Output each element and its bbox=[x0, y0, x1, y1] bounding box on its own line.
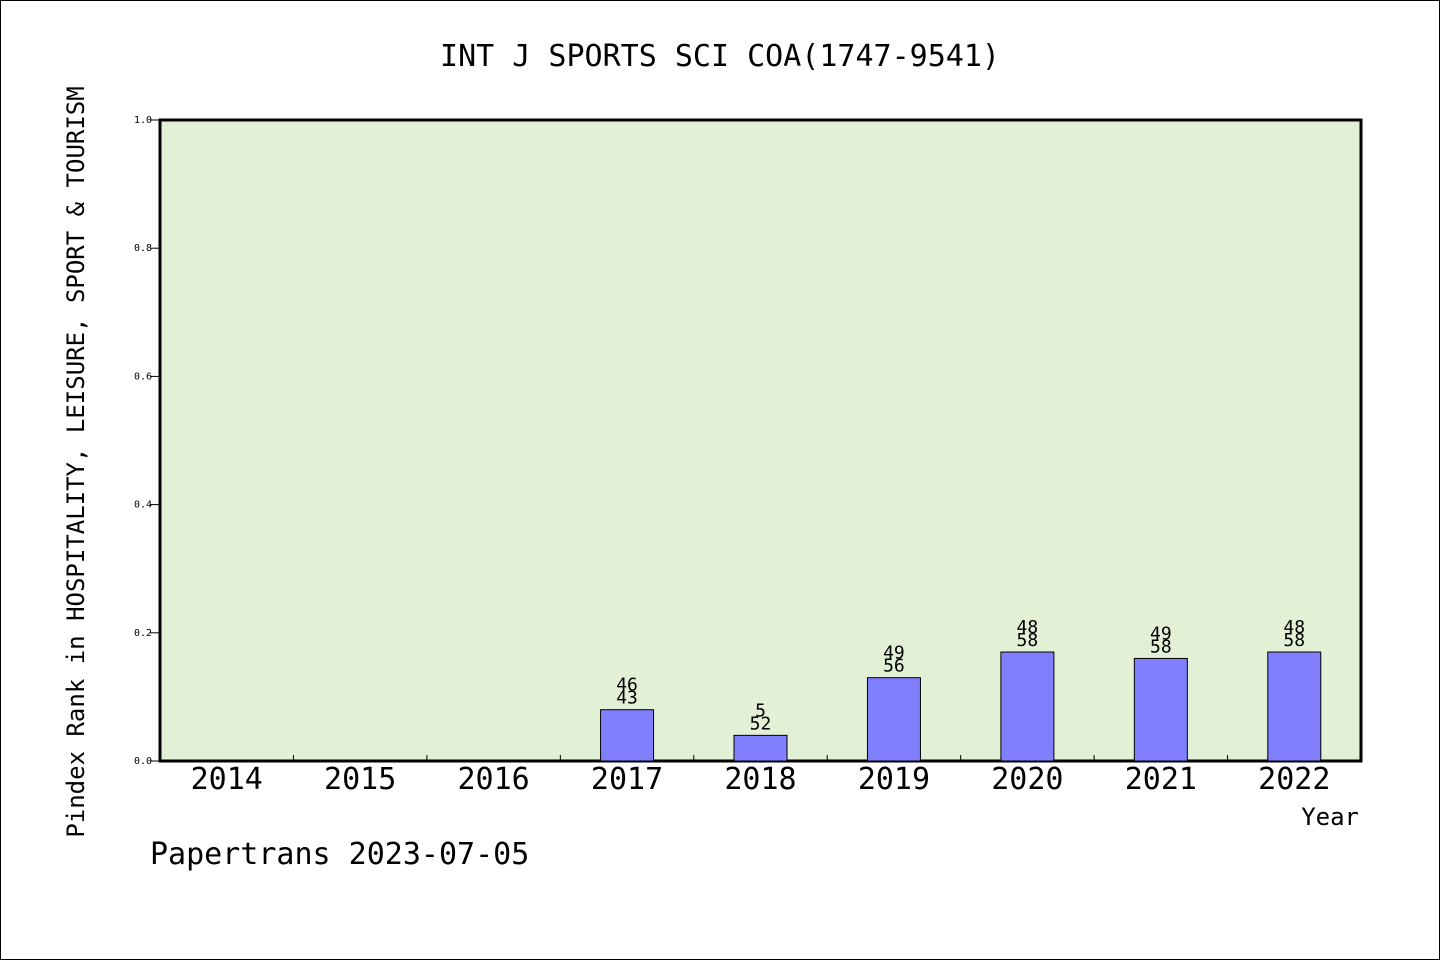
y-axis-label: Pindex Rank in HOSPITALITY, LEISURE, SPO… bbox=[62, 86, 90, 837]
bar-label-top: 48 bbox=[1017, 617, 1039, 638]
bar-2017 bbox=[600, 709, 655, 762]
bar-label-bottom: 58 bbox=[1283, 630, 1305, 651]
y-tick-label: 0.2 bbox=[134, 628, 152, 639]
x-tick-label: 2019 bbox=[858, 762, 930, 797]
bar-label-top: 49 bbox=[883, 643, 905, 664]
y-axis: 0.0 0.2 0.4 0.6 0.8 1.0 bbox=[134, 115, 160, 767]
x-axis: 2014 2015 2016 2017 2018 2019 2020 2021 2022 bbox=[191, 755, 1330, 797]
bar-label-top: 49 bbox=[1150, 623, 1172, 644]
x-tick-label: 2022 bbox=[1258, 762, 1330, 797]
y-tick-label: 0.6 bbox=[134, 371, 152, 382]
x-tick-label: 2014 bbox=[191, 762, 263, 797]
chart-title: INT J SPORTS SCI COA(1747-9541) bbox=[440, 39, 1000, 74]
bar-2021 bbox=[1133, 657, 1188, 762]
y-tick-label: 0.0 bbox=[134, 756, 152, 767]
plot-area bbox=[158, 118, 1363, 763]
x-axis-label: Year bbox=[1301, 803, 1359, 831]
bar-label-bottom: 43 bbox=[616, 688, 638, 709]
y-tick-label: 1.0 bbox=[134, 115, 152, 126]
x-tick-label: 2015 bbox=[324, 762, 396, 797]
bar-2019 bbox=[866, 677, 921, 762]
y-tick-label: 0.8 bbox=[134, 243, 152, 254]
bar-label-bottom: 56 bbox=[883, 656, 905, 677]
y-tick-label: 0.4 bbox=[134, 500, 152, 511]
bar-2022 bbox=[1267, 651, 1322, 762]
bar-2018 bbox=[733, 734, 788, 762]
bar-label-top: 48 bbox=[1283, 617, 1305, 638]
x-tick-label: 2018 bbox=[724, 762, 796, 797]
x-tick-label: 2020 bbox=[991, 762, 1063, 797]
x-tick-label: 2017 bbox=[591, 762, 663, 797]
bar-label-bottom: 58 bbox=[1150, 636, 1172, 657]
bar-label-top: 46 bbox=[616, 675, 638, 696]
bar-label-bottom: 52 bbox=[750, 713, 772, 734]
bar-label-bottom: 58 bbox=[1017, 630, 1039, 651]
footer-credit: Papertrans 2023-07-05 bbox=[150, 837, 529, 872]
bar-2020 bbox=[1000, 651, 1055, 762]
bar-label-top: 5 bbox=[755, 700, 766, 721]
x-tick-label: 2021 bbox=[1125, 762, 1197, 797]
x-tick-label: 2016 bbox=[457, 762, 529, 797]
